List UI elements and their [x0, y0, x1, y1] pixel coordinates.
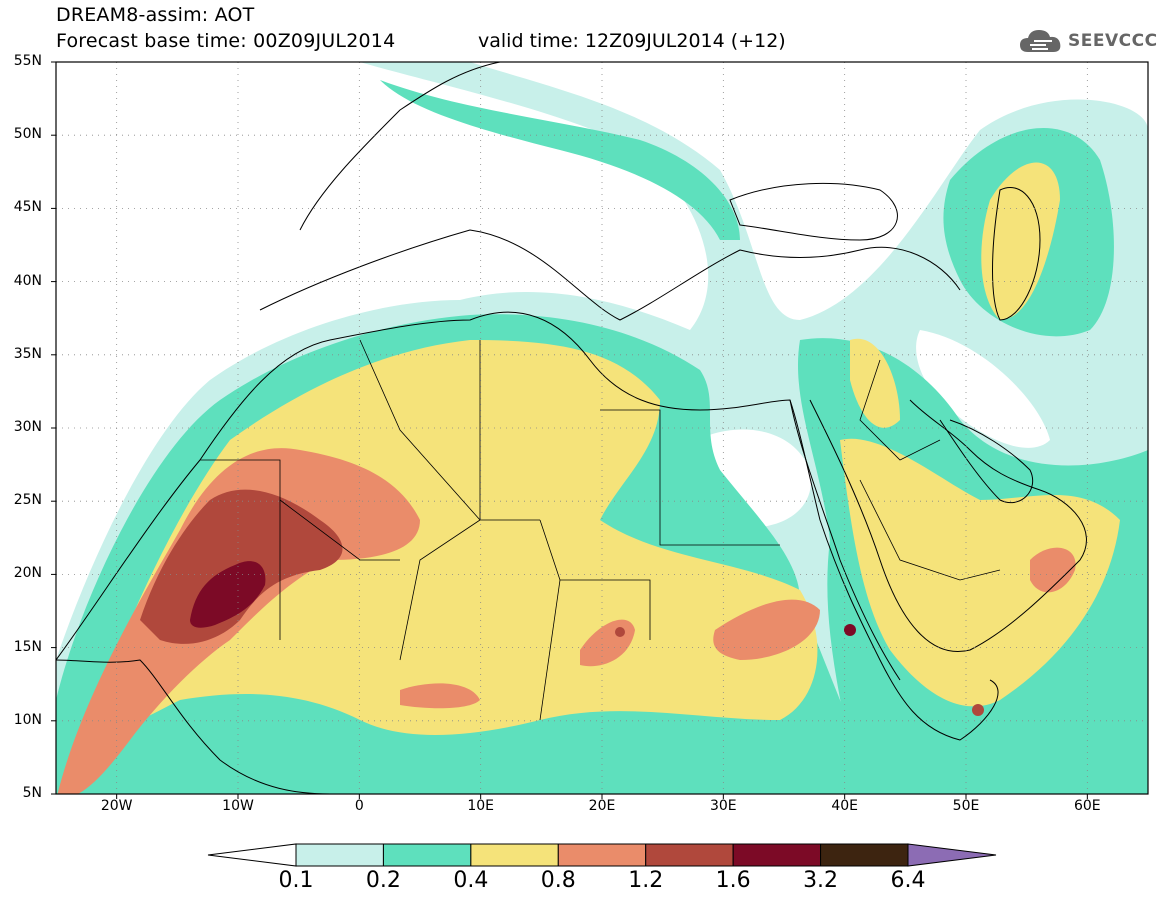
colorbar-segment: [470, 843, 559, 867]
border-5: [539, 519, 651, 640]
lat-label: 55N: [13, 53, 42, 69]
aot-hole-caspian: [916, 330, 1050, 448]
cloud-icon: [1020, 30, 1061, 52]
title-line-1: DREAM8-assim: AOT: [56, 4, 255, 26]
coast-gulf: [939, 419, 1034, 504]
colorbar-segment: [382, 843, 472, 867]
colorbar-level-label: 0.1: [278, 868, 314, 893]
lon-label: 30E: [709, 798, 737, 814]
colorbar-level-label: 0.2: [365, 868, 401, 893]
lon-label: 40E: [831, 798, 858, 814]
colorbar-level-label: 0.8: [540, 868, 576, 893]
colorbar-upper-arrow: [907, 843, 997, 867]
coast-africa-north: [56, 311, 999, 741]
country-borders: [200, 339, 1001, 721]
lat-label: 45N: [13, 199, 42, 216]
lat-label: 35N: [13, 345, 42, 362]
lon-label: 10W: [222, 798, 254, 814]
seevccc-logo: SEEVCCC: [1018, 26, 1158, 56]
coastlines: [56, 62, 1087, 794]
colorbar-lower-arrow: [207, 843, 297, 867]
coast-arabia: [809, 399, 1087, 652]
title-line-2-valid-time: valid time: 12Z09JUL2014 (+12): [478, 30, 786, 52]
border-7: [399, 519, 481, 661]
coast-europe-south: [259, 229, 961, 321]
border-9: [859, 479, 1001, 581]
colorbar: [207, 843, 997, 867]
logo-text: SEEVCCC: [1068, 31, 1158, 51]
axis-ticks: [51, 61, 1088, 799]
lon-label: 20E: [588, 798, 616, 814]
lon-label: 20W: [100, 798, 133, 814]
lat-label: 10N: [13, 711, 42, 728]
coast-caspian: [992, 187, 1041, 321]
aot-band-0.2-europe: [380, 80, 740, 240]
colorbar-segment: [732, 843, 822, 867]
lat-label: 40N: [13, 272, 42, 289]
aot-band-1.6-eritrea: [844, 624, 856, 636]
lat-label: 5N: [22, 785, 42, 801]
colorbar-segment: [820, 843, 909, 867]
lat-label: 50N: [13, 126, 42, 143]
lat-label: 20N: [13, 565, 42, 582]
border-6: [600, 409, 780, 546]
aot-band-0.4-arabia: [840, 438, 1120, 707]
coast-red-sea: [789, 399, 901, 681]
colorbar-level-label: 6.4: [890, 868, 926, 893]
border-10: [859, 359, 941, 461]
aot-band-0.8-oman: [1030, 547, 1076, 593]
colorbar-level-label: 1.6: [715, 868, 751, 893]
aot-band-0.8-niger: [400, 683, 480, 709]
coast-black-sea: [729, 182, 898, 241]
colorbar-level-label: 3.2: [803, 868, 839, 893]
coast-europe-north: [299, 62, 501, 231]
lon-label: 10E: [467, 798, 494, 814]
lon-label: 50E: [952, 798, 980, 814]
colorbar-segment: [295, 843, 384, 867]
lat-label: 15N: [13, 638, 42, 655]
border-3: [359, 339, 540, 521]
aot-band-1.6-chad: [615, 627, 625, 637]
colorbar-segment: [557, 843, 647, 867]
border-1: [200, 459, 281, 640]
aot-band-1.6: [190, 561, 266, 628]
lon-label: 60E: [1073, 798, 1101, 814]
aot-band-1.6-somalia: [972, 704, 984, 716]
coast-africa-west: [56, 659, 331, 794]
colorbar-level-label: 0.4: [453, 868, 489, 893]
border-2: [279, 499, 400, 561]
aot-band-0.4-caspian: [981, 162, 1060, 320]
lat-label: 30N: [13, 419, 42, 435]
lon-label: 0: [354, 798, 364, 814]
aot-band-0.4-iraq: [850, 338, 900, 428]
lat-label: 25N: [13, 492, 42, 509]
colorbar-level-label: 1.2: [628, 868, 664, 893]
aot-band-0.8-sudan: [713, 599, 820, 660]
colorbar-segment: [645, 843, 734, 867]
border-8: [539, 579, 561, 721]
title-line-2-base-time: Forecast base time: 00Z09JUL2014: [56, 30, 396, 52]
